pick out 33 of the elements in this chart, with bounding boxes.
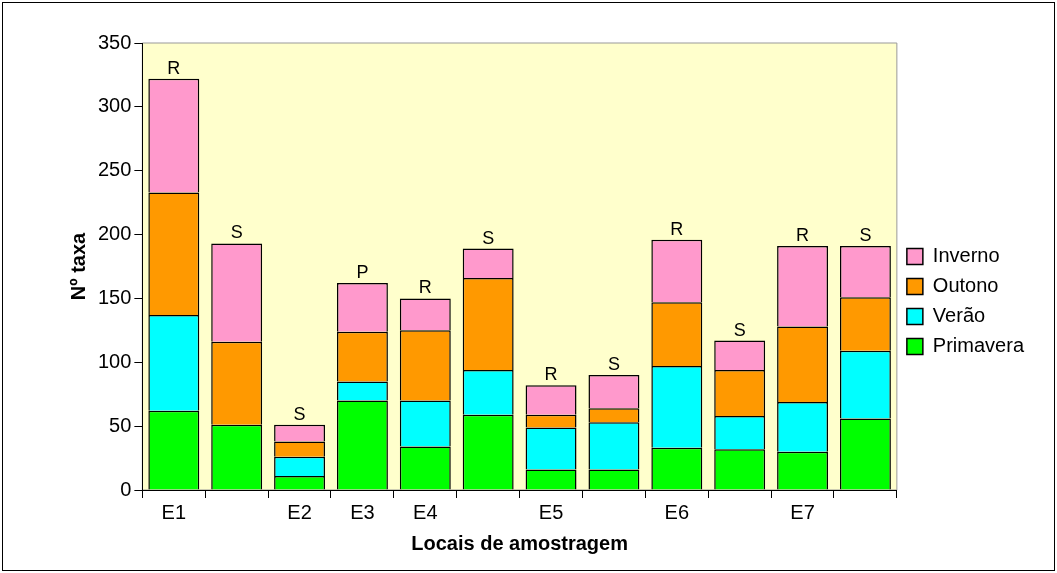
x-tick-label: E1: [161, 500, 187, 523]
x-tick-label: E5: [538, 500, 564, 523]
legend-label: Outono: [932, 274, 999, 297]
data-label: R: [418, 277, 432, 298]
data-label: R: [796, 225, 810, 246]
data-label: R: [544, 364, 558, 385]
y-tick-label: 350: [97, 30, 132, 53]
data-label: P: [356, 262, 369, 283]
data-label: R: [670, 218, 684, 239]
y-tick-label: 250: [97, 158, 132, 181]
data-label: S: [482, 227, 495, 248]
x-tick-label: E2: [287, 500, 312, 523]
y-tick-label: 50: [109, 413, 132, 436]
data-label: S: [293, 403, 306, 424]
data-label: R: [167, 57, 181, 78]
x-tick-label: E4: [413, 500, 438, 523]
x-axis-title: Locais de amostragem: [411, 531, 628, 554]
legend-label: Inverno: [932, 244, 1000, 267]
y-tick-label: 200: [97, 222, 132, 245]
y-tick-label: 300: [97, 94, 132, 117]
x-tick-label: E6: [664, 500, 690, 523]
y-tick-label: 150: [97, 285, 132, 308]
x-tick-label: E3: [350, 500, 375, 523]
data-label: S: [230, 222, 243, 243]
data-label: S: [607, 354, 620, 375]
x-tick-label: E7: [790, 500, 815, 523]
legend-label: Primavera: [932, 334, 1025, 357]
y-tick-label: 0: [120, 477, 132, 500]
data-label: S: [733, 319, 746, 340]
y-tick-label: 100: [97, 349, 132, 372]
legend-label: Verão: [932, 304, 986, 327]
y-axis-title: Nº taxa: [66, 231, 89, 301]
data-label: S: [859, 225, 872, 246]
